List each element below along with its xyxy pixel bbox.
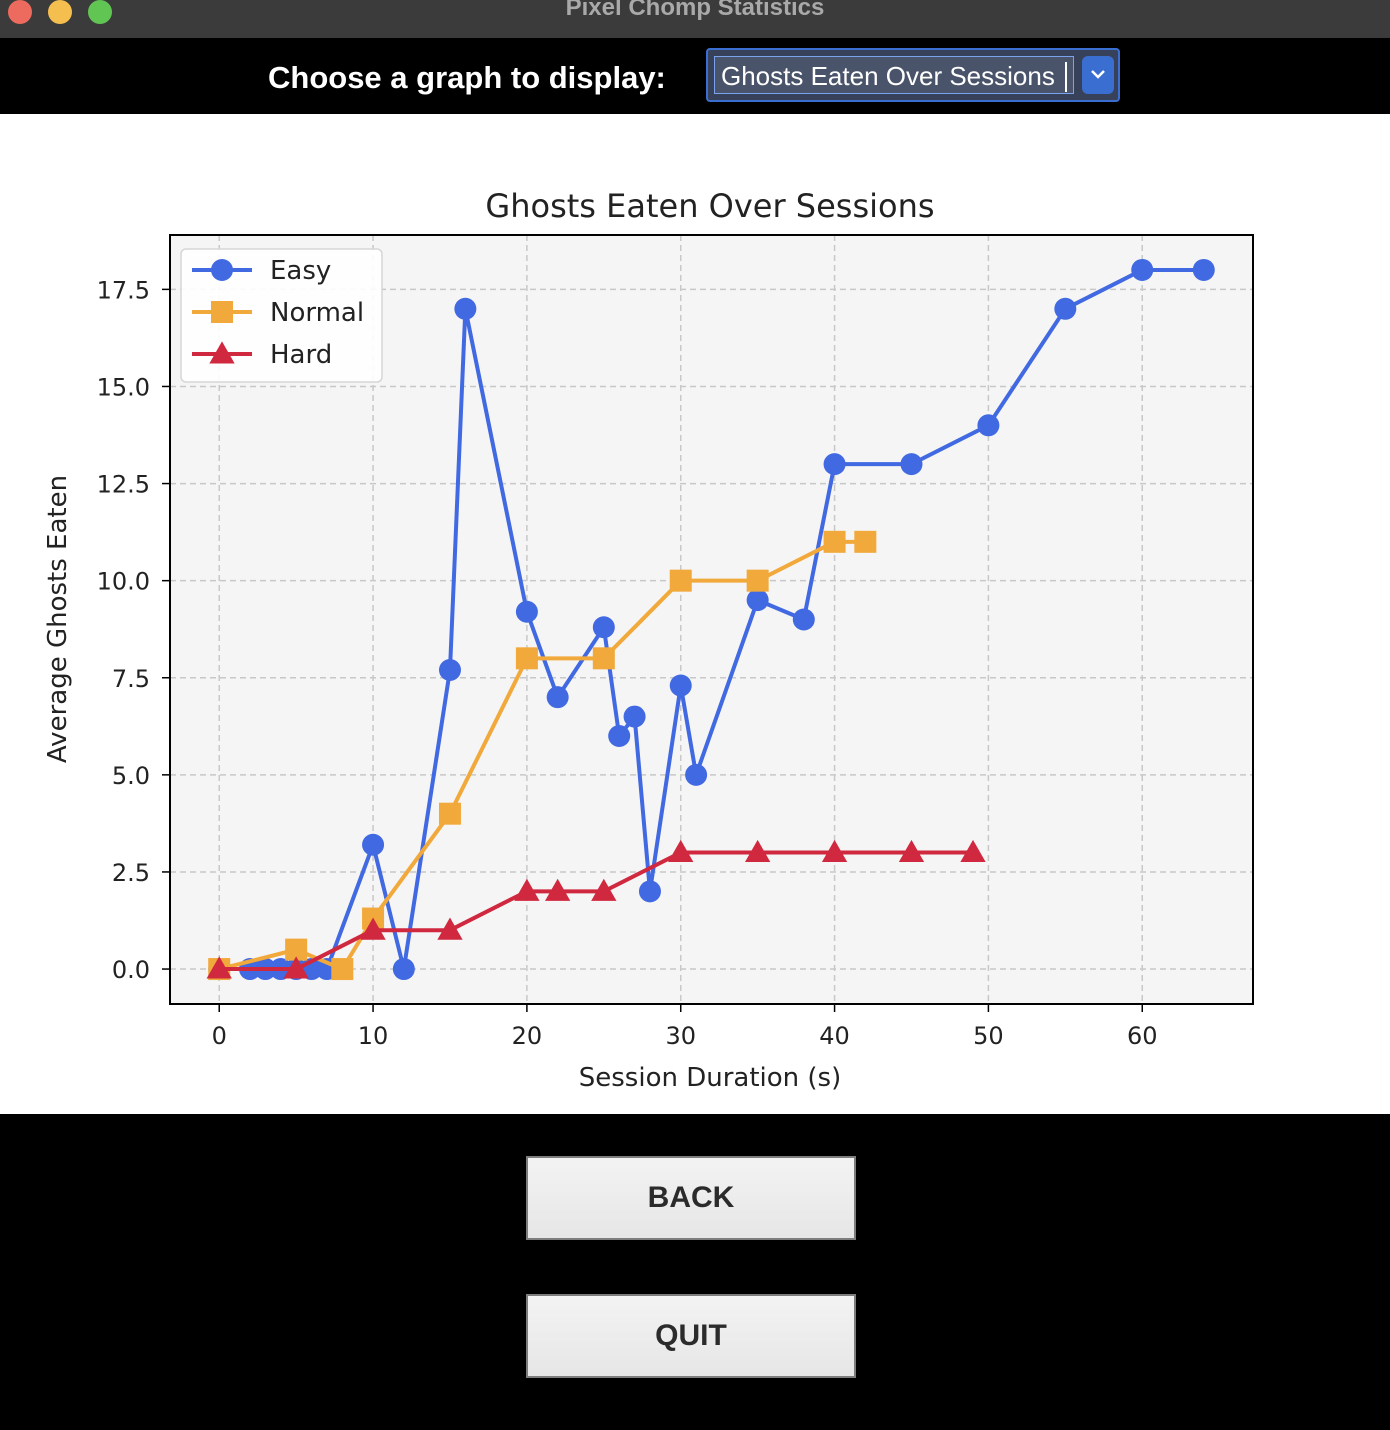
plot-frame xyxy=(169,234,1254,1005)
legend-box xyxy=(180,248,383,383)
graph-select-dropdown[interactable]: Ghosts Eaten Over Sessions xyxy=(706,48,1120,102)
x-tick-label: 10 xyxy=(358,1022,389,1050)
data-point-easy xyxy=(1131,258,1154,281)
data-point-easy xyxy=(592,616,615,639)
data-point-easy xyxy=(392,958,415,981)
y-tick-label: 12.5 xyxy=(97,471,150,499)
data-point-normal xyxy=(823,530,846,553)
legend-marker-hard xyxy=(209,341,235,364)
legend-marker-easy xyxy=(211,259,233,281)
data-point-easy xyxy=(823,453,846,476)
y-tick-label: 0.0 xyxy=(112,956,150,984)
data-point-easy xyxy=(546,686,569,709)
chart-title: Ghosts Eaten Over Sessions xyxy=(485,187,934,225)
data-point-easy xyxy=(900,453,923,476)
data-point-hard xyxy=(745,839,771,863)
data-point-hard xyxy=(360,917,386,940)
text-caret xyxy=(1065,62,1067,92)
data-point-easy xyxy=(608,725,631,748)
close-window-button[interactable] xyxy=(8,0,32,24)
data-point-easy xyxy=(515,600,538,623)
data-point-easy xyxy=(685,763,708,786)
choose-graph-label: Choose a graph to display: xyxy=(268,60,666,95)
data-point-normal xyxy=(746,569,769,592)
data-point-easy xyxy=(362,833,385,856)
chevron-down-icon xyxy=(1091,70,1105,79)
graph-select-value: Ghosts Eaten Over Sessions xyxy=(721,61,1055,91)
legend-label-easy: Easy xyxy=(270,256,331,286)
zoom-window-button[interactable] xyxy=(88,0,112,24)
data-point-easy xyxy=(623,705,646,728)
data-point-hard xyxy=(545,878,571,901)
y-tick-label: 5.0 xyxy=(112,762,150,790)
x-tick-label: 0 xyxy=(212,1022,227,1050)
legend-label-hard: Hard xyxy=(270,340,332,370)
minimize-window-button[interactable] xyxy=(48,0,72,24)
back-button[interactable]: BACK xyxy=(526,1156,856,1240)
data-point-easy xyxy=(438,658,461,681)
data-point-easy xyxy=(1054,297,1077,320)
data-point-easy xyxy=(746,589,769,612)
y-tick-label: 17.5 xyxy=(97,276,150,304)
data-point-hard xyxy=(668,839,694,863)
data-point-easy xyxy=(792,608,815,631)
data-point-normal xyxy=(669,569,692,592)
data-point-easy xyxy=(1192,258,1215,281)
line-chart: 0 10 20 30 40 50 60 0.0 2.5 5.0 7.5 10.0 12.5 15.0 17.… xyxy=(43,187,1254,1093)
x-tick-label: 30 xyxy=(665,1022,696,1050)
series-hard xyxy=(206,839,986,979)
x-axis-label: Session Duration (s) xyxy=(579,1063,842,1093)
chart-panel: 0 10 20 30 40 50 60 0.0 2.5 5.0 7.5 10.0 12.5 15.0 17.… xyxy=(0,114,1390,1114)
x-tick-label: 40 xyxy=(819,1022,850,1050)
data-point-normal xyxy=(331,958,354,981)
data-point-hard xyxy=(283,956,309,979)
data-point-easy xyxy=(454,297,477,320)
series-line-hard xyxy=(219,850,974,972)
data-point-hard xyxy=(960,839,986,863)
data-point-hard xyxy=(437,917,463,940)
graph-selector-bar: Choose a graph to display: Ghosts Eaten … xyxy=(0,38,1390,114)
data-point-hard xyxy=(591,878,617,901)
data-point-easy xyxy=(977,414,1000,437)
x-tick-label: 60 xyxy=(1127,1022,1158,1050)
data-point-normal xyxy=(854,530,877,553)
graph-select-field[interactable]: Ghosts Eaten Over Sessions xyxy=(714,56,1074,94)
data-point-normal xyxy=(438,802,461,825)
window-title: Pixel Chomp Statistics xyxy=(565,0,825,21)
data-point-easy xyxy=(669,674,692,697)
data-point-normal xyxy=(285,938,308,961)
y-tick-label: 2.5 xyxy=(112,859,150,887)
dropdown-toggle-button[interactable] xyxy=(1082,56,1114,94)
data-point-hard xyxy=(821,839,848,863)
y-tick-label: 7.5 xyxy=(112,665,150,693)
data-point-normal xyxy=(592,647,615,670)
title-bar: Pixel Chomp Statistics xyxy=(0,0,1390,38)
data-point-normal xyxy=(515,647,538,670)
data-point-hard xyxy=(898,839,925,863)
y-tick-label: 10.0 xyxy=(97,568,150,596)
legend-marker-normal xyxy=(211,301,233,323)
chart-legend: Easy Normal Hard xyxy=(180,248,383,383)
y-tick-label: 15.0 xyxy=(97,373,150,401)
quit-button[interactable]: QUIT xyxy=(526,1294,856,1378)
y-axis-label: Average Ghosts Eaten xyxy=(43,475,73,763)
legend-label-normal: Normal xyxy=(270,298,364,328)
x-tick-label: 50 xyxy=(973,1022,1004,1050)
data-point-easy xyxy=(638,880,661,903)
x-tick-label: 20 xyxy=(512,1022,543,1050)
data-point-hard xyxy=(514,878,540,901)
data-point-hard xyxy=(206,956,232,979)
